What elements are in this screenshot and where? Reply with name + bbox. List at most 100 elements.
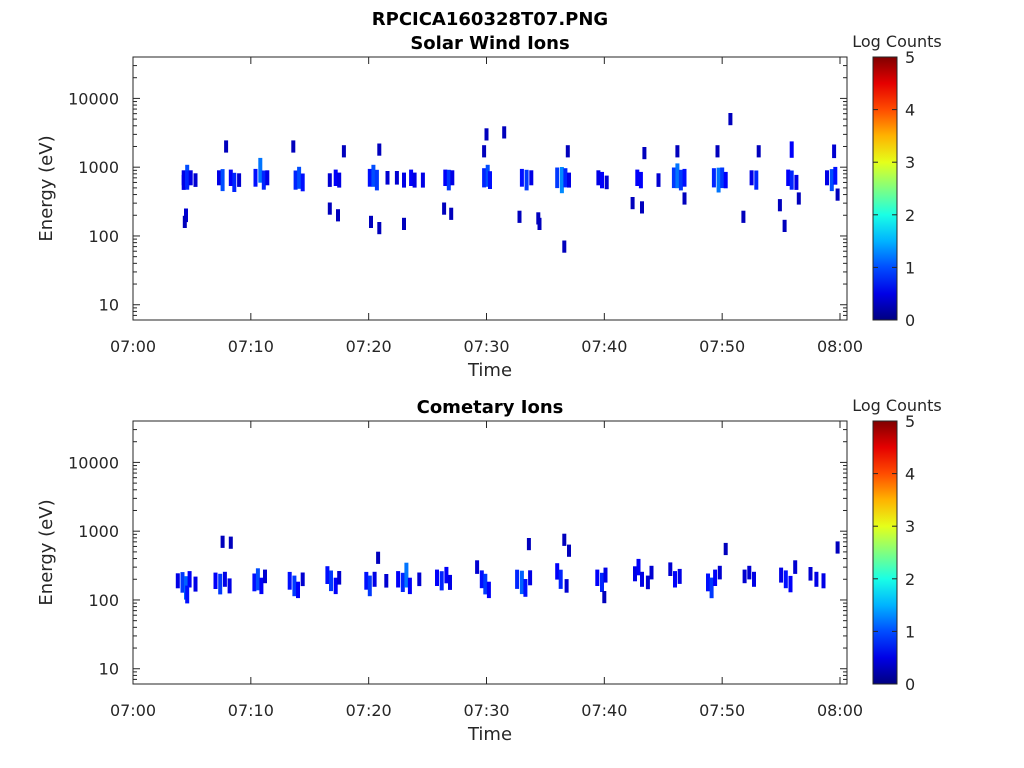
data-cell (187, 571, 192, 588)
y-tick-label: 1000 (78, 522, 119, 541)
data-cell (263, 569, 267, 584)
data-cell (448, 574, 452, 590)
x-tick-label: 07:20 (346, 701, 392, 720)
colorbar-tick-label: 1 (905, 622, 915, 641)
data-cell (482, 145, 487, 158)
data-cell (253, 168, 258, 187)
data-cell (796, 192, 801, 205)
data-cell (723, 171, 728, 189)
y-tick-label: 1000 (78, 158, 119, 177)
data-cell (193, 173, 198, 187)
x-tick-label: 08:00 (817, 701, 863, 720)
data-cell (259, 577, 264, 595)
y-tick-label: 10000 (68, 89, 119, 108)
data-cell (596, 170, 601, 186)
data-cell (482, 168, 487, 188)
panel-title: Cometary Ions (417, 397, 564, 418)
data-cell (367, 575, 372, 597)
x-tick-label: 08:00 (817, 337, 863, 356)
data-cell (400, 572, 405, 592)
data-cell (604, 175, 609, 190)
colorbar-tick-label: 3 (905, 153, 915, 172)
data-cell (300, 572, 305, 587)
data-cell (483, 573, 488, 595)
data-cell (562, 533, 567, 546)
y-tick-label: 100 (88, 591, 119, 610)
colorbar-tick-label: 4 (905, 101, 915, 120)
plot-area (132, 420, 848, 685)
data-cell (564, 579, 569, 593)
data-cell (706, 573, 710, 592)
x-tick-label: 07:30 (463, 701, 509, 720)
data-cell (528, 570, 533, 586)
data-cell (600, 572, 604, 592)
data-cell (369, 215, 373, 228)
data-cell (367, 168, 372, 187)
data-cell (185, 585, 190, 604)
data-cell (220, 169, 225, 192)
data-cell (327, 202, 332, 215)
colorbar-tick-label: 4 (905, 465, 915, 484)
colorbar-tick-label: 2 (905, 570, 915, 589)
data-cell (222, 571, 227, 587)
data-cell (715, 145, 720, 158)
data-cell (182, 215, 187, 228)
colorbar-tick-label: 0 (905, 311, 915, 330)
data-cell (325, 566, 330, 584)
data-cell (562, 240, 567, 253)
colorbar-tick-label: 1 (905, 258, 915, 277)
data-cell (717, 565, 722, 580)
data-cell (789, 170, 794, 190)
data-cell (603, 567, 608, 583)
data-cell (333, 577, 338, 595)
data-cell (749, 170, 754, 186)
data-cell (713, 569, 718, 586)
data-cell (297, 166, 302, 189)
data-cell (517, 210, 522, 223)
data-cell (814, 571, 819, 587)
data-cell (420, 172, 425, 188)
data-cell (723, 542, 728, 556)
data-cell (255, 568, 260, 591)
x-tick-label: 07:00 (110, 701, 156, 720)
data-cell (337, 172, 342, 188)
data-cell (640, 201, 644, 214)
data-cell (475, 560, 480, 574)
data-cell (232, 172, 237, 192)
panel-title: Solar Wind Ions (410, 33, 569, 54)
data-cell (794, 174, 799, 190)
data-cell (752, 571, 756, 587)
figure-title: RPCICA160328T07.PNG (372, 9, 608, 30)
data-cell (341, 145, 346, 158)
x-axis-label: Time (467, 360, 512, 381)
data-cell (396, 571, 401, 588)
data-cell (213, 572, 218, 589)
data-cell (287, 571, 292, 590)
x-tick-label: 07:40 (581, 337, 627, 356)
data-cell (829, 169, 834, 192)
x-tick-label: 07:20 (346, 337, 392, 356)
data-cell (808, 567, 813, 581)
data-cell (633, 566, 637, 582)
y-tick-label: 10 (99, 660, 119, 679)
data-cell (656, 173, 661, 187)
colorbar-tick-label: 2 (905, 206, 915, 225)
data-cell (635, 169, 640, 186)
x-tick-label: 07:50 (699, 337, 745, 356)
data-cell (793, 560, 798, 574)
data-cell (788, 575, 793, 593)
data-cell (442, 202, 447, 215)
data-cell (595, 569, 600, 586)
data-cell (835, 188, 840, 201)
data-cell (825, 170, 829, 186)
colorbar-tick-label: 5 (905, 48, 915, 67)
data-cell (555, 167, 560, 189)
data-cell (782, 219, 787, 232)
data-cell (754, 170, 759, 190)
data-cell (261, 170, 266, 190)
data-cell (394, 171, 399, 185)
data-cell (450, 170, 455, 186)
data-cell (364, 571, 369, 590)
data-cell (716, 167, 721, 193)
